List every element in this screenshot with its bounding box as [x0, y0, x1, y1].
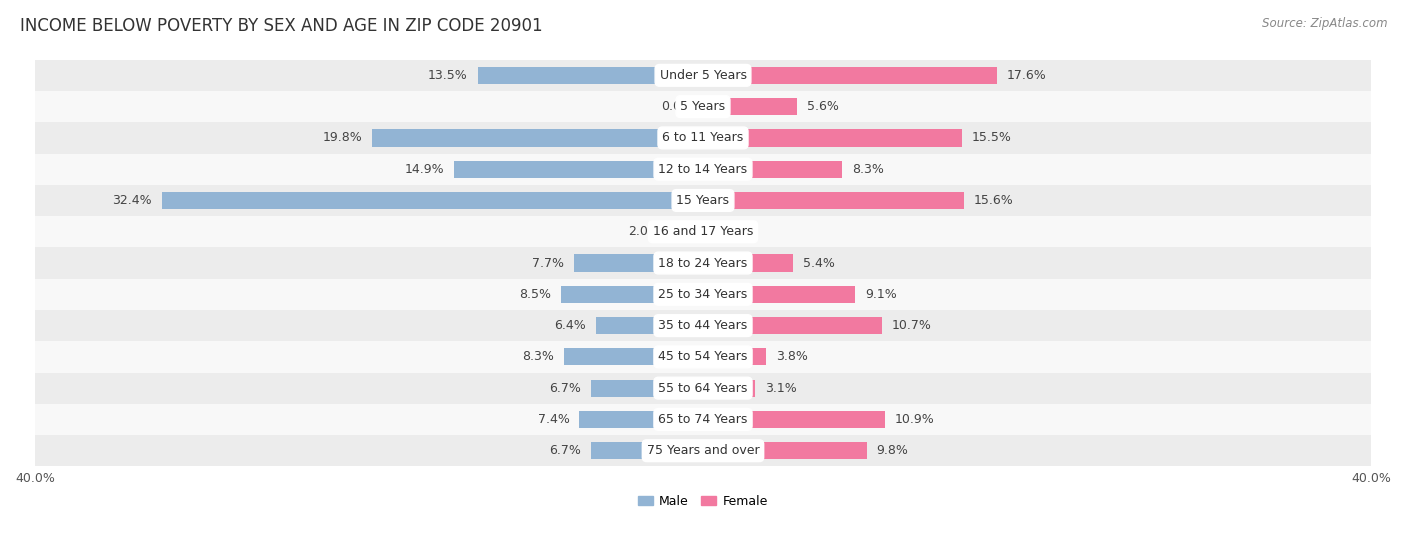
- Text: 3.1%: 3.1%: [765, 382, 797, 395]
- Text: 15.5%: 15.5%: [972, 131, 1012, 144]
- Text: 7.7%: 7.7%: [533, 257, 564, 269]
- Text: 35 to 44 Years: 35 to 44 Years: [658, 319, 748, 332]
- Bar: [35, 60, 1371, 91]
- Bar: [591, 442, 703, 459]
- Bar: [35, 248, 1371, 279]
- Text: 15.6%: 15.6%: [973, 194, 1014, 207]
- Bar: [35, 216, 1371, 248]
- Bar: [561, 286, 703, 303]
- Bar: [35, 435, 1371, 466]
- Bar: [35, 279, 1371, 310]
- Text: 6 to 11 Years: 6 to 11 Years: [662, 131, 744, 144]
- Text: Source: ZipAtlas.com: Source: ZipAtlas.com: [1263, 17, 1388, 30]
- Bar: [478, 67, 703, 84]
- Text: 16 and 17 Years: 16 and 17 Years: [652, 225, 754, 238]
- Bar: [35, 91, 1371, 122]
- Bar: [596, 317, 703, 334]
- Text: 3.8%: 3.8%: [776, 350, 808, 363]
- Text: 25 to 34 Years: 25 to 34 Years: [658, 288, 748, 301]
- Text: 65 to 74 Years: 65 to 74 Years: [658, 413, 748, 426]
- Text: 8.3%: 8.3%: [852, 163, 883, 176]
- Bar: [35, 310, 1371, 341]
- Bar: [703, 98, 797, 115]
- Text: 6.7%: 6.7%: [550, 444, 581, 457]
- Bar: [373, 129, 703, 146]
- Bar: [35, 185, 1371, 216]
- Bar: [564, 348, 703, 366]
- Bar: [35, 122, 1371, 154]
- Text: 0.0%: 0.0%: [661, 100, 693, 113]
- Text: 9.8%: 9.8%: [877, 444, 908, 457]
- Text: 14.9%: 14.9%: [405, 163, 444, 176]
- Bar: [35, 341, 1371, 372]
- Bar: [35, 372, 1371, 404]
- Bar: [703, 286, 855, 303]
- Bar: [35, 154, 1371, 185]
- Text: 12 to 14 Years: 12 to 14 Years: [658, 163, 748, 176]
- Text: 45 to 54 Years: 45 to 54 Years: [658, 350, 748, 363]
- Text: 9.1%: 9.1%: [865, 288, 897, 301]
- Text: 10.9%: 10.9%: [896, 413, 935, 426]
- Bar: [703, 129, 962, 146]
- Text: 19.8%: 19.8%: [322, 131, 363, 144]
- Bar: [703, 348, 766, 366]
- Bar: [591, 380, 703, 397]
- Text: 18 to 24 Years: 18 to 24 Years: [658, 257, 748, 269]
- Text: 0.0%: 0.0%: [713, 225, 745, 238]
- Text: 15 Years: 15 Years: [676, 194, 730, 207]
- Text: 55 to 64 Years: 55 to 64 Years: [658, 382, 748, 395]
- Text: 75 Years and over: 75 Years and over: [647, 444, 759, 457]
- Bar: [703, 254, 793, 272]
- Text: 10.7%: 10.7%: [891, 319, 932, 332]
- Legend: Male, Female: Male, Female: [633, 490, 773, 513]
- Bar: [703, 442, 866, 459]
- Text: 5.4%: 5.4%: [803, 257, 835, 269]
- Text: 8.3%: 8.3%: [523, 350, 554, 363]
- Text: 8.5%: 8.5%: [519, 288, 551, 301]
- Text: 5 Years: 5 Years: [681, 100, 725, 113]
- Bar: [703, 67, 997, 84]
- Bar: [669, 223, 703, 240]
- Bar: [579, 411, 703, 428]
- Bar: [703, 160, 842, 178]
- Text: 6.4%: 6.4%: [554, 319, 586, 332]
- Bar: [703, 317, 882, 334]
- Text: 17.6%: 17.6%: [1007, 69, 1046, 82]
- Bar: [35, 404, 1371, 435]
- Bar: [703, 380, 755, 397]
- Bar: [454, 160, 703, 178]
- Text: Under 5 Years: Under 5 Years: [659, 69, 747, 82]
- Bar: [575, 254, 703, 272]
- Text: 13.5%: 13.5%: [427, 69, 468, 82]
- Text: 6.7%: 6.7%: [550, 382, 581, 395]
- Text: 2.0%: 2.0%: [627, 225, 659, 238]
- Text: INCOME BELOW POVERTY BY SEX AND AGE IN ZIP CODE 20901: INCOME BELOW POVERTY BY SEX AND AGE IN Z…: [20, 17, 543, 35]
- Text: 5.6%: 5.6%: [807, 100, 838, 113]
- Bar: [703, 192, 963, 209]
- Text: 7.4%: 7.4%: [537, 413, 569, 426]
- Text: 32.4%: 32.4%: [112, 194, 152, 207]
- Bar: [162, 192, 703, 209]
- Bar: [703, 411, 884, 428]
